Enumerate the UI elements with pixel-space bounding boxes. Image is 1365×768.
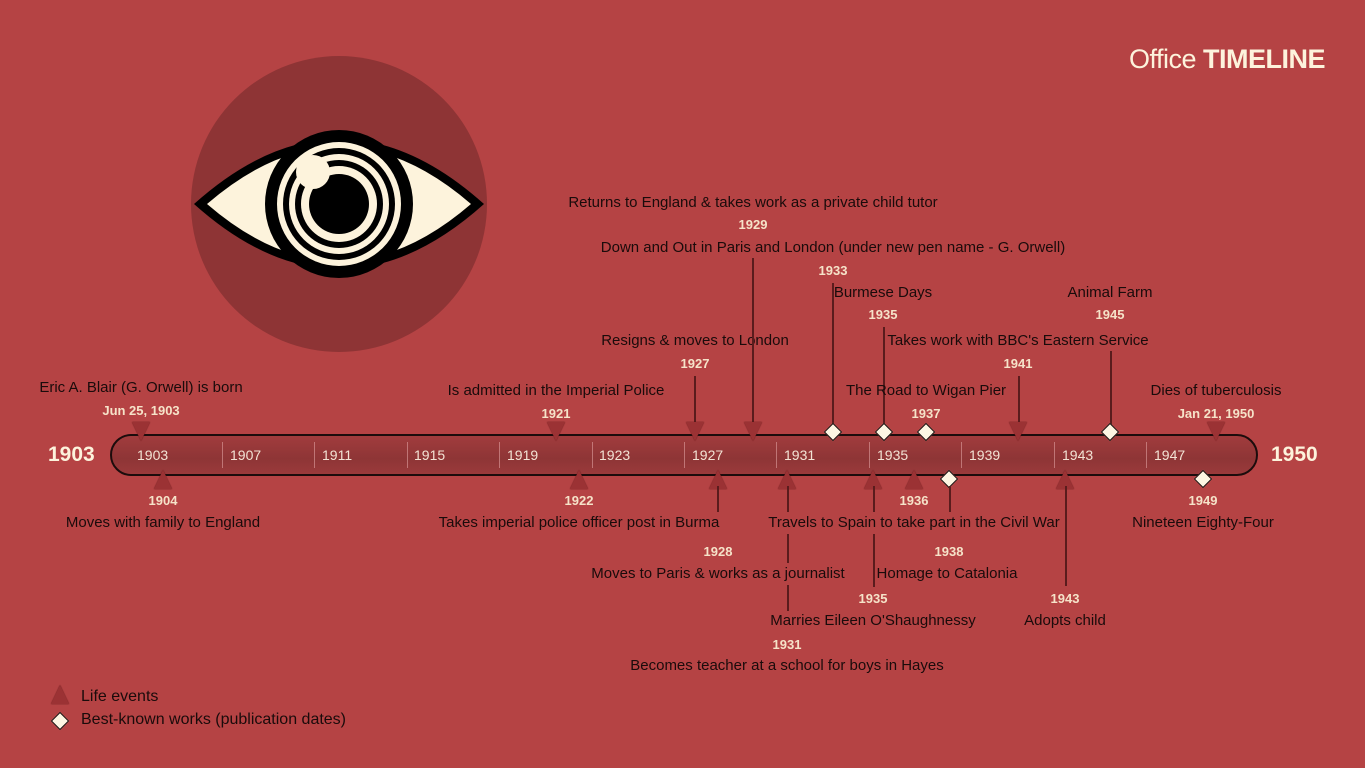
event-date: Jun 25, 1903	[102, 403, 180, 418]
event-label: Adopts child	[1024, 612, 1106, 629]
connector-line	[717, 486, 719, 512]
start-year: 1903	[48, 443, 95, 466]
tick-separator	[684, 442, 685, 468]
legend-label: Life events	[81, 688, 159, 705]
tick-label: 1935	[877, 447, 909, 463]
brand-part2: TIMELINE	[1203, 44, 1326, 74]
connector-line	[883, 327, 885, 432]
tick-separator	[961, 442, 962, 468]
event-label: The Road to Wigan Pier	[845, 382, 1007, 399]
event-label: Becomes teacher at a school for boys in …	[630, 657, 944, 674]
event-date: 1921	[541, 406, 571, 421]
connector-line	[873, 486, 875, 512]
connector-line	[873, 534, 875, 587]
event-date: 1949	[1188, 493, 1218, 508]
connector-line	[1018, 376, 1020, 424]
event-date: 1935	[858, 591, 888, 606]
connector-line	[949, 486, 951, 512]
event-date: 1931	[772, 637, 802, 652]
life-event-marker-icon[interactable]	[132, 422, 150, 441]
event-label: Eric A. Blair (G. Orwell) is born	[39, 379, 243, 396]
life-event-marker-icon[interactable]	[1207, 422, 1225, 441]
event-label: Homage to Catalonia	[876, 565, 1018, 582]
tick-separator	[592, 442, 593, 468]
event-date: 1922	[564, 493, 594, 508]
tick-label: 1923	[599, 447, 631, 463]
end-year: 1950	[1271, 443, 1318, 466]
event-label: Burmese Days	[833, 284, 933, 301]
event-date: 1928	[703, 544, 733, 559]
event-label: Dies of tuberculosis	[1150, 382, 1282, 399]
event-date: 1936	[899, 493, 929, 508]
event-label: Returns to England & takes work as a pri…	[568, 194, 938, 211]
life-event-legend-icon	[51, 685, 69, 704]
brand-logo: Office TIMELINE	[1128, 44, 1326, 75]
connector-line	[694, 376, 696, 424]
event-date: 1943	[1050, 591, 1080, 606]
event-date: 1945	[1095, 307, 1125, 322]
event-label: Marries Eileen O'Shaughnessy	[770, 612, 976, 629]
event-label: Nineteen Eighty-Four	[1132, 514, 1274, 531]
event-date: 1938	[934, 544, 964, 559]
life-event-marker-icon[interactable]	[547, 422, 565, 441]
life-event-marker-icon[interactable]	[154, 470, 172, 489]
event-label: Resigns & moves to London	[601, 332, 789, 349]
connector-line	[1110, 351, 1112, 431]
tick-label: 1927	[692, 447, 724, 463]
tick-separator	[499, 442, 500, 468]
event-label: Moves to Paris & works as a journalist	[591, 565, 845, 582]
tick-separator	[869, 442, 870, 468]
tick-separator	[1054, 442, 1055, 468]
tick-label: 1931	[784, 447, 816, 463]
eye-illustration	[189, 54, 489, 354]
tick-separator	[776, 442, 777, 468]
tick-separator	[222, 442, 223, 468]
connector-line	[1065, 486, 1067, 586]
life-event-marker-icon[interactable]	[570, 470, 588, 489]
brand-part1: Office	[1128, 44, 1197, 74]
event-label: Takes imperial police officer post in Bu…	[438, 514, 720, 531]
event-date: Jan 21, 1950	[1177, 406, 1255, 421]
eye-icon	[191, 56, 487, 352]
event-label: Takes work with BBC's Eastern Service	[887, 332, 1149, 349]
event-label: Moves with family to England	[65, 514, 261, 531]
event-date: 1927	[680, 356, 710, 371]
work-legend-icon	[50, 711, 70, 731]
life-event-marker-icon[interactable]	[686, 422, 704, 441]
tick-label: 1911	[322, 447, 353, 463]
connector-line	[787, 486, 789, 512]
tick-separator	[1146, 442, 1147, 468]
event-label: Animal Farm	[1067, 284, 1153, 301]
connector-line	[752, 258, 754, 424]
tick-label: 1947	[1154, 447, 1186, 463]
legend-label: Best-known works (publication dates)	[81, 711, 347, 728]
tick-label: 1919	[507, 447, 539, 463]
tick-label: 1915	[414, 447, 446, 463]
event-label: Is admitted in the Imperial Police	[447, 382, 665, 399]
event-date: 1937	[911, 406, 941, 421]
tick-separator	[407, 442, 408, 468]
life-event-marker-icon[interactable]	[1056, 470, 1074, 489]
life-event-marker-icon[interactable]	[864, 470, 882, 489]
event-date: 1935	[868, 307, 898, 322]
event-date: 1933	[818, 263, 848, 278]
life-event-marker-icon[interactable]	[709, 470, 727, 489]
event-label: Down and Out in Paris and London (under …	[600, 239, 1066, 256]
life-event-marker-icon[interactable]	[1009, 422, 1027, 441]
event-date: 1904	[148, 493, 178, 508]
event-date: 1929	[738, 217, 768, 232]
connector-line	[787, 585, 789, 611]
event-label: Travels to Spain to take part in the Civ…	[768, 514, 1060, 531]
life-event-marker-icon[interactable]	[778, 470, 796, 489]
connector-line	[787, 534, 789, 563]
tick-label: 1943	[1062, 447, 1094, 463]
tick-label: 1939	[969, 447, 1001, 463]
tick-label: 1907	[230, 447, 262, 463]
tick-separator	[314, 442, 315, 468]
tick-label: 1903	[137, 447, 169, 463]
event-date: 1941	[1003, 356, 1033, 371]
connector-line	[832, 283, 834, 431]
life-event-marker-icon[interactable]	[905, 470, 923, 489]
life-event-marker-icon[interactable]	[744, 422, 762, 441]
